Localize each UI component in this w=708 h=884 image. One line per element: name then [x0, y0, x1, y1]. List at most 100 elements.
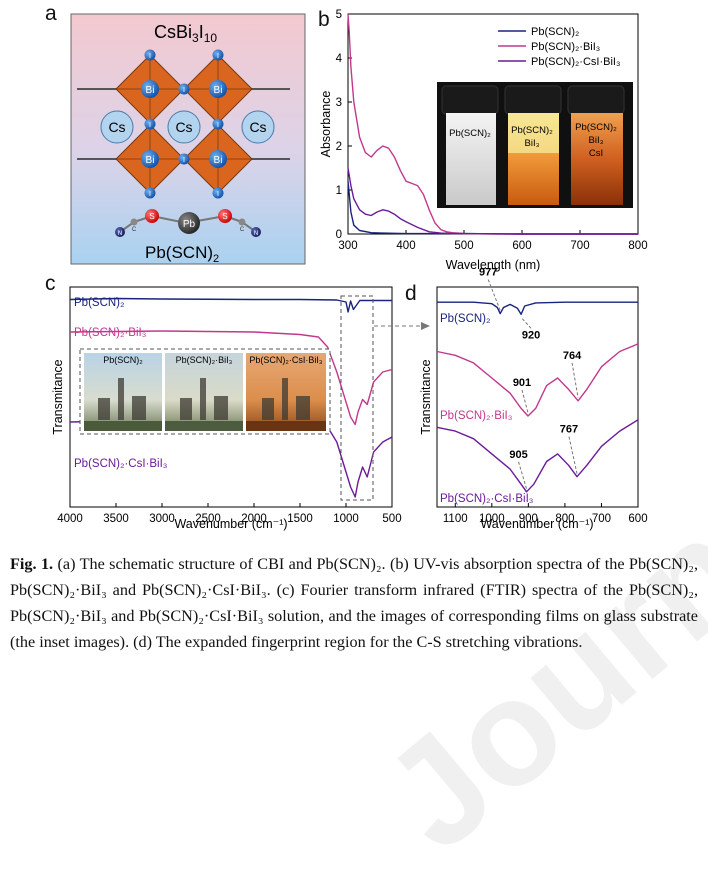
films-photo-inset: Pb(SCN)₂ Pb(SCN)₂·BiI₃ Pb(SCN)₂·CsI·BiI₃ — [79, 348, 331, 435]
atom-label: Bi — [146, 85, 155, 96]
series-line — [437, 301, 638, 315]
series-label: Pb(SCN)₂·CsI·BiI₃ — [440, 493, 534, 505]
plot-frame — [69, 286, 393, 508]
vial-label: BiI₃ — [589, 135, 604, 146]
legend-entry: Pb(SCN)₂·CsI·BiI₃ — [531, 56, 620, 68]
annotation-arrow — [520, 316, 532, 329]
atom-label: Cs — [175, 119, 192, 135]
sulfur-atom — [218, 209, 232, 223]
cesium-atom — [100, 110, 134, 144]
atom-label: I — [217, 53, 219, 60]
atom-label: I — [149, 122, 151, 129]
series-label: Pb(SCN)₂·CsI·BiI₃ — [74, 458, 168, 470]
x-tick-label: 400 — [396, 240, 415, 252]
legend: Pb(SCN)₂ Pb(SCN)₂·BiI₃ Pb(SCN)₂·CsI·BiI₃ — [498, 26, 620, 68]
carbon-atom — [130, 218, 138, 226]
peak-annotations: 977 920 901 764 905 767 — [479, 267, 582, 489]
series-line — [347, 167, 638, 235]
series-label: Pb(SCN)₂ — [74, 297, 124, 309]
y-tick-label: 3 — [336, 97, 342, 109]
atom-label: I — [183, 157, 185, 164]
y-tick-label: 4 — [336, 53, 343, 65]
atom-label: S — [222, 212, 227, 221]
panel-a-structure: CsBi3I10 Cs Cs Cs Bi Bi Bi Bi I I I I I I I I N C S Pb… — [70, 13, 306, 265]
annotation-label: 920 — [522, 329, 540, 341]
x-tick-label: 700 — [592, 513, 611, 525]
x-tick-label: 3000 — [149, 513, 175, 525]
bismuth-atom — [141, 80, 159, 98]
axis-ticks: 4000 3500 3000 2500 2000 1500 1000 500 — [57, 503, 402, 525]
film-label: Pb(SCN)₂·BiI₃ — [176, 355, 233, 365]
iodine-atom — [178, 153, 190, 165]
x-tick-label: 800 — [555, 513, 574, 525]
annotation-label: 901 — [513, 377, 531, 389]
figure-number: Fig. 1. — [10, 555, 54, 573]
panel-label-d: d — [405, 282, 417, 305]
atom-label: N — [254, 231, 258, 237]
x-axis-label: Wavenumber (cm⁻¹) — [174, 517, 287, 531]
octahedra-layer: Cs Cs Cs Bi Bi Bi Bi I I I I I I I I — [77, 49, 290, 199]
vial-label: Pb(SCN)₂ — [449, 128, 491, 139]
annotation-arrow — [518, 461, 528, 489]
atom-label: C — [132, 227, 137, 233]
iodine-atom — [178, 83, 190, 95]
y-axis-label: Transmitance — [51, 359, 65, 434]
iodine-atom — [212, 49, 224, 61]
series-lines — [436, 301, 639, 493]
atom-label: I — [217, 191, 219, 198]
bismuth-atom — [141, 150, 159, 168]
atom-label: Bi — [214, 85, 223, 96]
x-tick-label: 1000 — [479, 513, 505, 525]
x-tick-label: 4000 — [57, 513, 83, 525]
annotation-label: 905 — [509, 449, 527, 461]
vial-label: BiI₃ — [525, 138, 540, 149]
x-tick-label: 300 — [338, 240, 357, 252]
annotation-label: 764 — [563, 350, 582, 362]
plot-frame — [436, 286, 639, 508]
zoom-region-box — [340, 295, 374, 501]
annotation-label: 767 — [560, 424, 578, 436]
atom-label: Cs — [108, 119, 125, 135]
legend-entry: Pb(SCN)₂ — [531, 26, 579, 38]
zoom-arrow-head — [421, 322, 430, 330]
x-tick-label: 500 — [454, 240, 473, 252]
x-tick-label: 800 — [628, 240, 647, 252]
x-tick-label: 600 — [512, 240, 531, 252]
annotation-label: 977 — [479, 267, 497, 279]
figure-canvas: CsBi3I10 Cs Cs Cs Bi Bi Bi Bi I I I I I I I I N C S Pb… — [51, 9, 648, 531]
iodine-atom — [144, 187, 156, 199]
atom-label: Pb — [183, 219, 196, 230]
legend-entry: Pb(SCN)₂·BiI₃ — [531, 41, 600, 53]
y-tick-label: 5 — [336, 9, 342, 21]
x-axis-label: Wavenumber (cm⁻¹) — [480, 517, 593, 531]
panel-label-b: b — [318, 8, 330, 31]
x-tick-label: 2500 — [195, 513, 221, 525]
cbi-formula: CsBi3I10 — [154, 22, 217, 45]
panel-label-a: a — [45, 2, 57, 25]
x-tick-label: 1000 — [333, 513, 359, 525]
vial-label: Pb(SCN)₂ — [575, 122, 617, 133]
atom-label: I — [149, 53, 151, 60]
iodine-atom — [144, 118, 156, 130]
figure-caption: Fig. 1. (a) The schematic structure of C… — [10, 551, 698, 655]
x-tick-label: 1500 — [287, 513, 313, 525]
x-tick-label: 500 — [382, 513, 401, 525]
film-label: Pb(SCN)₂ — [103, 355, 143, 365]
atom-label: S — [149, 212, 154, 221]
series-label: Pb(SCN)₂·BiI₃ — [440, 410, 513, 422]
x-tick-label: 700 — [570, 240, 589, 252]
iodine-atom — [144, 49, 156, 61]
atom-label: I — [149, 191, 151, 198]
vial-label: CsI — [589, 148, 603, 159]
atom-label: C — [240, 227, 245, 233]
y-axis-label: Transmitance — [419, 359, 433, 434]
sulfur-atom — [145, 209, 159, 223]
bismuth-atom — [209, 80, 227, 98]
bismuth-atom — [209, 150, 227, 168]
panel-c-ftir: 4000 3500 3000 2500 2000 1500 1000 500 Wavenumb… — [51, 286, 430, 531]
caption-text: (a) The schematic structure of CBI and P… — [10, 555, 698, 651]
series-label: Pb(SCN)₂·BiI₃ — [74, 327, 147, 339]
series-line — [69, 297, 392, 313]
series-line — [69, 330, 393, 426]
vial-label: Pb(SCN)₂ — [511, 125, 553, 136]
